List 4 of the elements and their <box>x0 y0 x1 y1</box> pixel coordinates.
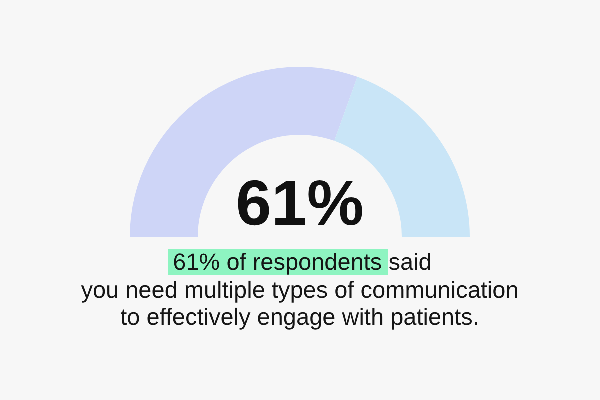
data-label: 61% <box>236 167 364 239</box>
text: you need multiple types of communication to effectively engage with patients. <box>81 276 519 330</box>
text: 61% of respondents <box>168 249 388 275</box>
text: said <box>388 249 432 275</box>
